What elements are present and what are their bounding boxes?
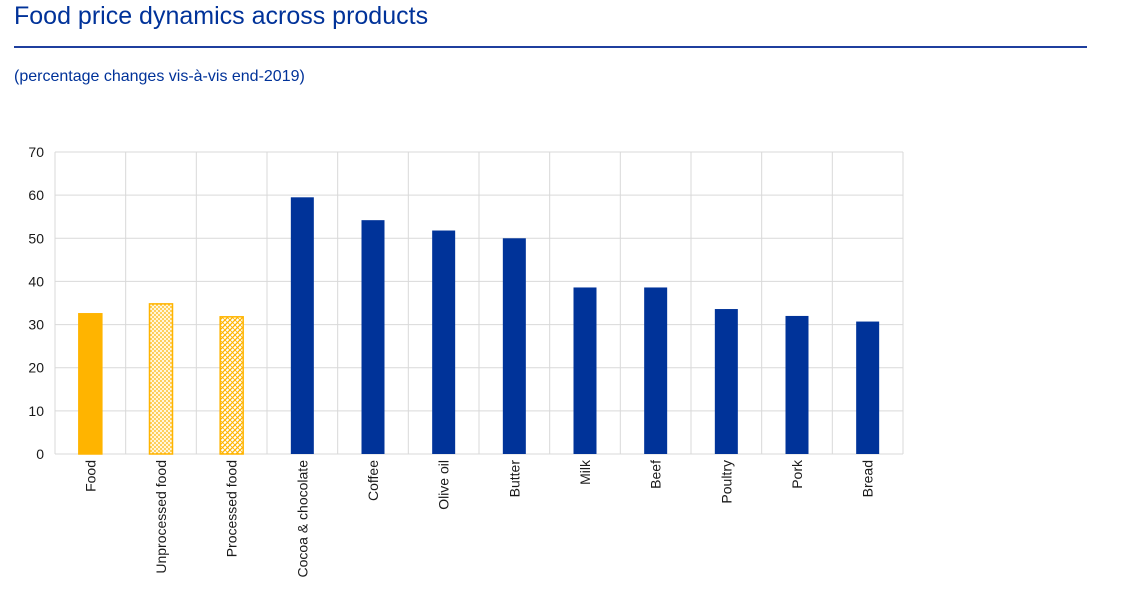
x-tick-label: Cocoa & chocolate	[294, 460, 310, 578]
y-tick-label: 70	[28, 144, 44, 160]
y-tick-label: 60	[28, 187, 44, 203]
bar-processed-food	[219, 316, 244, 455]
y-tick-label: 10	[28, 403, 44, 419]
bar-unprocessed-food	[148, 303, 174, 455]
x-axis: Food Unprocessed food Processed food Cocoa …	[82, 459, 875, 578]
x-tick-label: Milk	[577, 459, 593, 485]
bar-cocoa-chocolate	[290, 197, 314, 455]
bar-olive-oil	[432, 230, 456, 454]
bar-food	[78, 313, 103, 455]
y-tick-label: 20	[28, 360, 44, 376]
bar-poultry	[714, 309, 738, 454]
bar-butter	[502, 238, 526, 454]
y-tick-label: 0	[36, 446, 44, 462]
x-tick-label: Bread	[860, 460, 876, 497]
x-tick-label: Poultry	[718, 460, 734, 504]
bar-milk	[573, 287, 597, 454]
x-tick-label: Butter	[506, 460, 522, 498]
x-tick-label: Pork	[789, 459, 805, 489]
chart-grid	[54, 151, 904, 455]
y-axis: 0 10 20 30 40 50 60 70	[28, 144, 44, 462]
chart-title: Food price dynamics across products	[14, 2, 429, 30]
bars	[78, 197, 880, 455]
bar-beef	[644, 287, 668, 454]
bar-pork	[785, 315, 809, 454]
x-tick-label: Beef	[648, 460, 664, 489]
x-tick-label: Food	[82, 460, 98, 492]
x-tick-label: Processed food	[224, 460, 240, 557]
x-tick-label: Coffee	[365, 460, 381, 501]
bar-coffee	[361, 220, 385, 454]
title-divider	[14, 46, 1087, 48]
y-tick-label: 40	[28, 273, 44, 289]
y-tick-label: 50	[28, 230, 44, 246]
y-tick-label: 30	[28, 317, 44, 333]
bar-bread	[856, 321, 880, 454]
chart-subtitle: (percentage changes vis-à-vis end-2019)	[14, 68, 305, 85]
x-tick-label: Olive oil	[436, 460, 452, 510]
x-tick-label: Unprocessed food	[153, 460, 169, 574]
